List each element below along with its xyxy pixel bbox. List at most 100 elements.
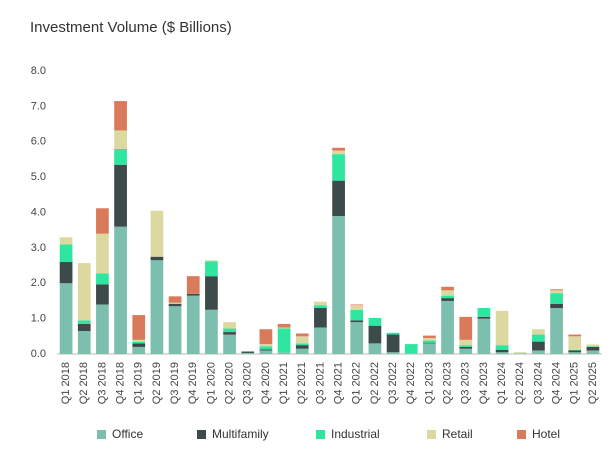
bar-segment xyxy=(568,352,582,354)
bar-segment xyxy=(114,148,127,165)
bar-segment xyxy=(441,295,454,299)
bar-segment xyxy=(332,180,345,217)
x-tick-label: Q3 2021 xyxy=(314,362,326,404)
bar-segment xyxy=(114,164,127,227)
legend-label: Hotel xyxy=(532,427,560,441)
y-tick-label: 6.0 xyxy=(31,136,46,148)
x-tick-label: Q4 2023 xyxy=(478,362,490,404)
bar-segment xyxy=(168,296,182,303)
bar-segment xyxy=(150,256,164,261)
x-tick-label: Q3 2019 xyxy=(169,362,181,404)
x-tick-label: Q3 2020 xyxy=(242,362,254,404)
bar-segment xyxy=(259,329,273,345)
bar-segment xyxy=(295,333,309,337)
legend-swatch xyxy=(427,430,436,439)
bar-segment xyxy=(132,339,146,342)
bar-segment xyxy=(368,317,382,326)
bar-segment xyxy=(186,276,200,294)
y-tick-label: 3.0 xyxy=(31,242,46,254)
bar-segment xyxy=(586,346,600,347)
bar-segment xyxy=(259,344,273,347)
bar-segment xyxy=(459,348,473,354)
bar-segment xyxy=(295,345,309,349)
bar-segment xyxy=(441,300,454,354)
bar-segment xyxy=(223,328,236,333)
bar-segment xyxy=(532,329,545,335)
bar-segment xyxy=(368,325,382,344)
bar-segment xyxy=(495,345,509,350)
y-tick-label: 0.0 xyxy=(31,348,46,360)
bar-segment xyxy=(495,310,509,346)
bar-segment xyxy=(423,338,436,341)
bar-segment xyxy=(205,260,218,262)
bar-segment xyxy=(77,263,91,321)
bar-segment xyxy=(350,304,364,306)
bar-segment xyxy=(59,262,73,284)
bar-segment xyxy=(459,345,473,347)
bar-segment xyxy=(77,323,91,332)
bar-segment xyxy=(441,290,454,296)
x-tick-label: Q1 2020 xyxy=(205,362,217,404)
bar-segment xyxy=(114,226,127,354)
bar-segment xyxy=(532,350,545,354)
bar-segment xyxy=(386,332,400,335)
x-tick-label: Q2 2024 xyxy=(514,362,526,404)
bar-segment xyxy=(205,276,218,310)
x-tick-label: Q1 2025 xyxy=(569,362,581,404)
x-tick-label: Q2 2025 xyxy=(587,362,599,404)
bar-segment xyxy=(568,350,582,353)
bar-segment xyxy=(513,353,527,354)
y-tick-label: 1.0 xyxy=(31,313,46,325)
y-tick-label: 8.0 xyxy=(31,65,46,77)
bar-segment xyxy=(59,283,73,354)
bar-segment xyxy=(96,284,109,305)
x-tick-label: Q1 2022 xyxy=(351,362,363,404)
bar-segment xyxy=(350,322,364,354)
x-tick-label: Q3 2024 xyxy=(532,362,544,404)
bar-segment xyxy=(205,309,218,354)
bar-segment xyxy=(132,343,146,347)
bar-segment xyxy=(277,323,291,328)
x-tick-label: Q4 2020 xyxy=(260,362,272,404)
bar-segment xyxy=(223,334,236,354)
bar-segment xyxy=(205,261,218,277)
bar-segment xyxy=(295,343,309,346)
x-tick-label: Q1 2019 xyxy=(133,362,145,404)
x-tick-label: Q2 2019 xyxy=(151,362,163,404)
bar-segment xyxy=(350,320,364,323)
bar-segment xyxy=(168,302,182,304)
x-tick-label: Q2 2023 xyxy=(441,362,453,404)
x-tick-label: Q2 2022 xyxy=(369,362,381,404)
bar-segment xyxy=(314,327,327,354)
bar-segment xyxy=(96,304,109,354)
legend-swatch xyxy=(97,430,106,439)
bar-segment xyxy=(550,290,563,294)
bar-segment xyxy=(513,352,527,354)
bar-segment xyxy=(277,328,291,353)
bar-segment xyxy=(59,237,73,245)
bar-segment xyxy=(77,331,91,354)
legend-swatch xyxy=(517,430,526,439)
bar-segment xyxy=(277,352,291,354)
bar-segment xyxy=(550,308,563,354)
x-tick-label: Q4 2022 xyxy=(405,362,417,404)
x-tick-label: Q2 2020 xyxy=(223,362,235,404)
bar-segment xyxy=(96,273,109,285)
bar-segment xyxy=(386,352,400,354)
x-tick-label: Q4 2018 xyxy=(114,362,126,404)
bar-segment xyxy=(314,308,327,328)
legend-label: Office xyxy=(112,427,143,441)
bar-segment xyxy=(259,350,273,354)
bar-segment xyxy=(259,349,273,351)
x-tick-label: Q1 2021 xyxy=(278,362,290,404)
bar-segment xyxy=(550,289,563,291)
bar-segment xyxy=(441,286,454,291)
bar-segment xyxy=(132,315,146,340)
bar-segment xyxy=(150,260,164,354)
bar-segment xyxy=(96,208,109,234)
bar-segment xyxy=(550,303,563,309)
x-tick-label: Q2 2021 xyxy=(296,362,308,404)
bar-segment xyxy=(114,130,127,149)
x-tick-label: Q4 2019 xyxy=(187,362,199,404)
